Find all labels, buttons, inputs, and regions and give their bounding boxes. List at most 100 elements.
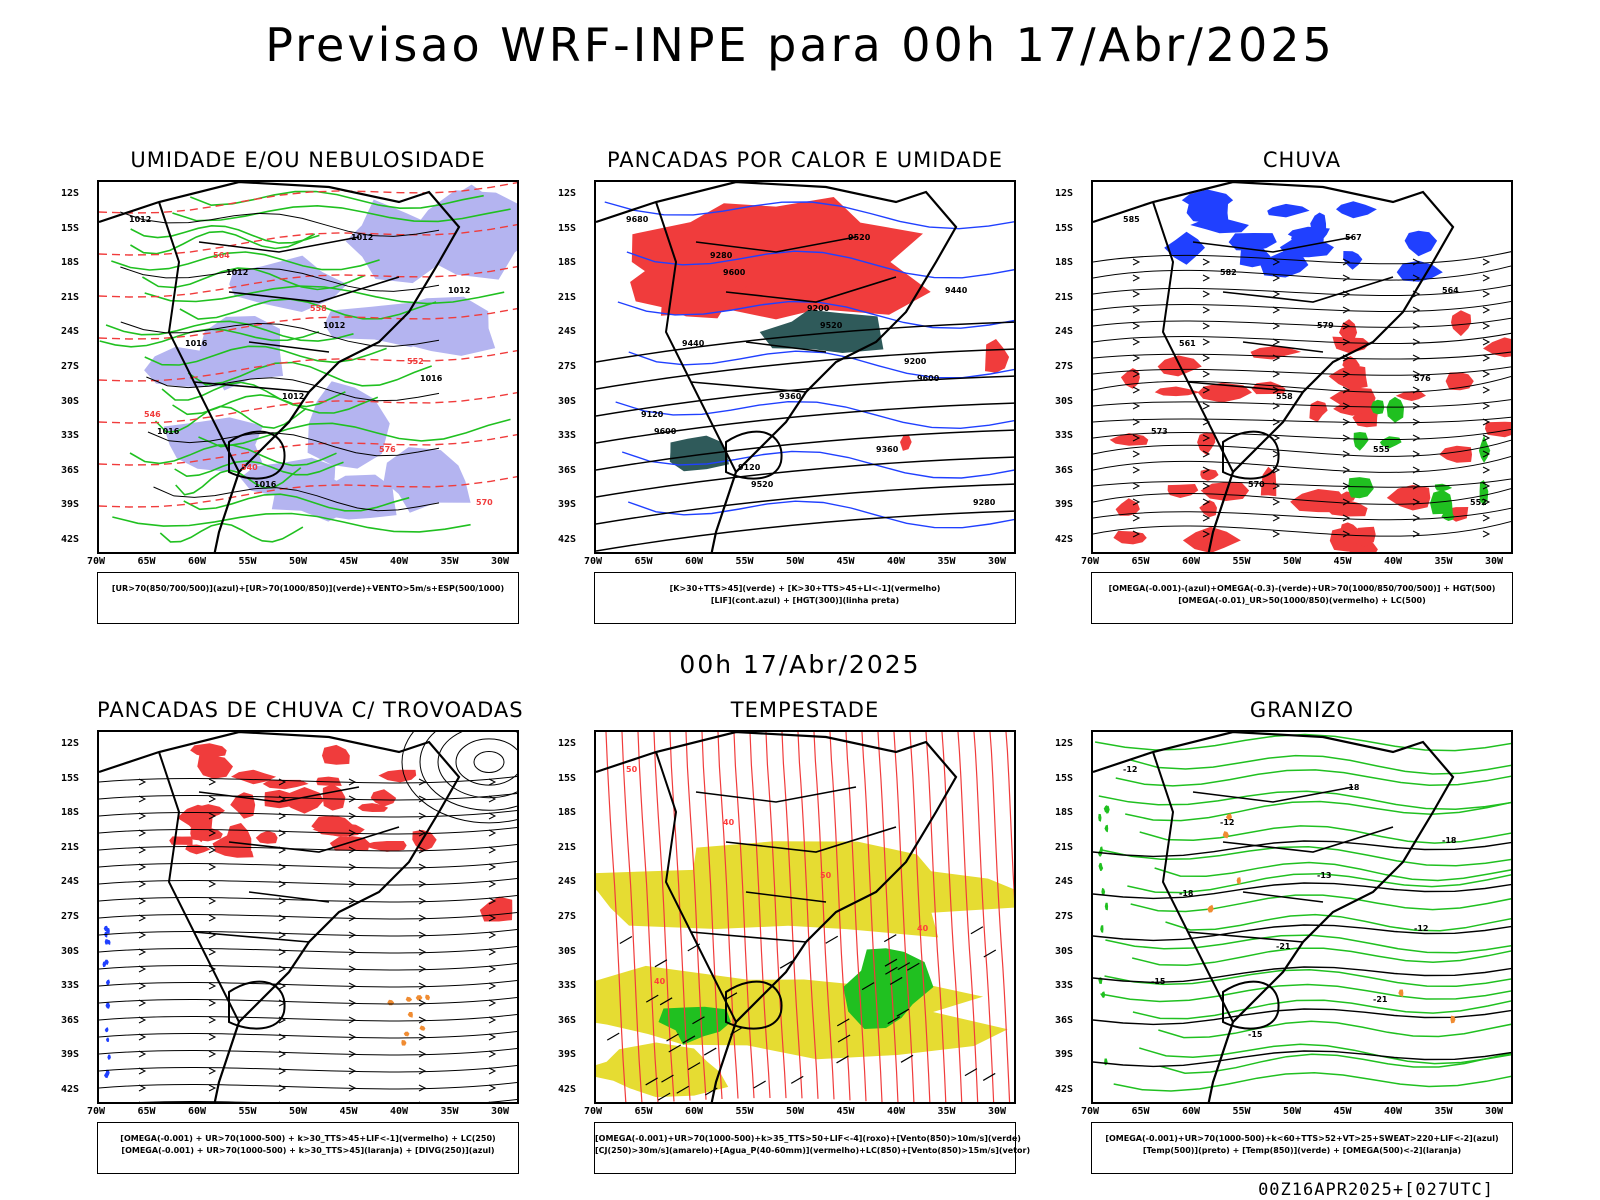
temp500-contour: [1093, 882, 1511, 900]
contour-label: -18: [1345, 783, 1360, 792]
lon-label: 70W: [584, 556, 603, 567]
streamline-arrow: [208, 897, 217, 905]
wind-vector: [885, 966, 898, 975]
streamline-arrow: [278, 1084, 287, 1092]
height-streamline: [1093, 416, 1511, 424]
storm-area-red: [479, 896, 513, 922]
lat-label: 12S: [1055, 738, 1074, 749]
lat-label: 39S: [558, 1049, 577, 1061]
lon-label: 70W: [584, 1106, 603, 1117]
pressure-isobar: [119, 211, 440, 237]
height-streamline: [1093, 488, 1511, 505]
divergence-area: [104, 1027, 109, 1033]
humidity-area: [229, 255, 348, 312]
streamline-arrow: [1202, 258, 1211, 266]
humidity-contour: [99, 328, 320, 348]
legend-line: [K>30+TTS>45](verde) + [K>30+TTS>45+LI<-…: [669, 584, 941, 593]
streamline-arrow: [1132, 354, 1141, 362]
streamline-arrow: [488, 829, 497, 837]
streamline-arrow: [488, 1050, 497, 1058]
wind-vector: [687, 1062, 701, 1071]
streamline-arrow: [278, 829, 287, 837]
lat-label: 36S: [61, 464, 80, 476]
wind-streamline: [99, 928, 517, 937]
rain-area-red: [1200, 469, 1219, 481]
lon-label: 55W: [735, 556, 754, 567]
precipitable-water-contour: [765, 732, 787, 1099]
strong-wind-area: [658, 1006, 731, 1045]
lat-label: 18S: [1055, 807, 1074, 819]
streamline-arrow: [1202, 386, 1211, 394]
temp850-contour: [1125, 800, 1511, 822]
wind-vector: [836, 1055, 849, 1064]
streamline-arrow: [278, 897, 287, 905]
lat-label: 30S: [1055, 395, 1074, 407]
lat-label: 21S: [558, 841, 577, 853]
streamline-arrow: [209, 1101, 211, 1102]
lat-label: 15S: [61, 222, 80, 234]
streamline-arrow: [418, 829, 427, 837]
streamline-arrow: [1272, 258, 1281, 266]
wind-vector: [889, 976, 903, 985]
coastline: [99, 732, 461, 1102]
contour-label: 1016: [420, 374, 443, 383]
streamline-arrow: [1412, 258, 1421, 266]
lat-label: 18S: [61, 257, 80, 269]
streamline-arrow: [1202, 450, 1211, 458]
storm-area-red: [316, 776, 342, 786]
precipitable-water-contour: [941, 732, 963, 1102]
precipitable-water-contour: [749, 732, 771, 1099]
lat-label: 33S: [558, 430, 577, 442]
lon-label: 40W: [390, 1106, 409, 1117]
wind-vector: [790, 1075, 804, 1084]
streamline-arrow: [418, 778, 427, 786]
contour-label: 1016: [185, 339, 208, 348]
precipitable-water-contour: [605, 732, 627, 1102]
streamline-arrow: [278, 948, 287, 956]
wind-streamline: [99, 877, 517, 886]
lat-label: 12S: [558, 738, 577, 749]
streamline-arrow: [1132, 338, 1141, 346]
contour-label: 9360: [876, 445, 899, 454]
streamline-arrow: [138, 778, 147, 786]
wind-streamline: [99, 911, 517, 920]
streamline-arrow: [348, 880, 357, 888]
lifted-index-contour: [626, 250, 1014, 279]
rain-area-red: [1439, 445, 1472, 463]
legend-line: [OMEGA(-0.001) + UR>70(1000-500) + k>30_…: [120, 1134, 496, 1143]
contour-label: 573: [1151, 427, 1168, 436]
streamline-arrow: [1482, 290, 1491, 298]
uruguay-border: [1222, 980, 1280, 1030]
contour-label: 9280: [973, 498, 996, 507]
streamline-arrow: [1482, 450, 1491, 458]
country-border: [158, 751, 240, 1023]
lat-label: 24S: [61, 326, 80, 338]
streamline-arrow: [1202, 370, 1211, 378]
contour-label: 50: [626, 765, 638, 774]
streamline-arrow: [1482, 274, 1491, 282]
streamline-arrow: [488, 965, 497, 973]
panel-title-trovoadas: PANCADAS DE CHUVA C/ TROVOADAS: [97, 698, 524, 722]
streamline-arrow: [418, 982, 427, 990]
rain-area-blue: [1164, 231, 1205, 265]
lat-label: 30S: [1055, 945, 1074, 957]
streamline-arrow: [1342, 338, 1351, 346]
lat-label: 30S: [558, 395, 577, 407]
lat-label: 36S: [1055, 1014, 1074, 1026]
lon-label: 40W: [1384, 556, 1403, 567]
legend-tempestade: [OMEGA(-0.001)+UR>70(1000-500)+k>35_TTS>…: [594, 1122, 1030, 1174]
lon-label: 55W: [1232, 556, 1251, 567]
lat-label: 24S: [61, 876, 80, 888]
storm-area-red: [190, 743, 227, 758]
wind-streamline: [99, 894, 517, 903]
wind-streamline: [99, 962, 517, 971]
state-border: [193, 236, 400, 393]
storm-area-red: [255, 830, 278, 844]
streamline-arrow: [208, 1033, 217, 1041]
legend-line: [Temp(500)](preto) + [Temp(850)](verde) …: [1142, 1146, 1462, 1155]
streamline-arrow: [278, 863, 287, 871]
streamline-arrow: [488, 914, 497, 922]
lat-label: 42S: [61, 1084, 80, 1095]
lon-label: 65W: [634, 1106, 653, 1117]
country-border: [1152, 201, 1234, 473]
